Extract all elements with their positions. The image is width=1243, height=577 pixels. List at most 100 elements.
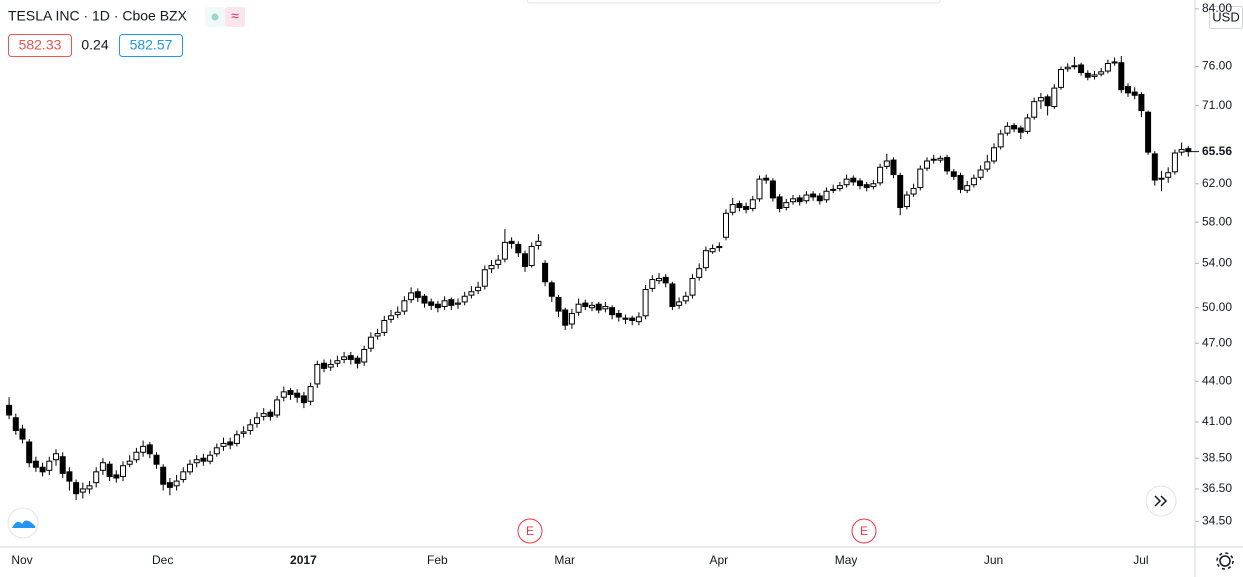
candle-body [1024, 117, 1031, 132]
candle-body [166, 482, 173, 488]
candle-body [53, 453, 59, 461]
currency: USD [1212, 9, 1239, 24]
candle-body [1185, 148, 1192, 153]
candle-body [883, 160, 890, 167]
candle-body [1004, 125, 1011, 134]
candle-body [341, 356, 348, 360]
candle-body [1104, 62, 1111, 72]
candle-body [247, 424, 254, 431]
last-price-label: 65.56 [1202, 144, 1232, 158]
candle-body [649, 279, 656, 289]
candle-body [816, 195, 823, 202]
candle-body [113, 474, 120, 479]
feed-icon[interactable] [225, 7, 245, 27]
candle-body [589, 304, 595, 309]
candle-body [233, 434, 240, 444]
candle-body [126, 460, 133, 465]
candle-body [870, 183, 877, 188]
candle-body [99, 462, 106, 471]
candle-body [763, 177, 770, 181]
candle-body [408, 292, 415, 301]
candle-body [19, 428, 26, 440]
candle-body [1178, 149, 1185, 153]
candle-body [1078, 64, 1085, 74]
candle-body [448, 299, 455, 306]
candle-body [1151, 153, 1158, 181]
candle-body [756, 178, 763, 200]
candle-body [635, 316, 642, 323]
candle-body [796, 197, 803, 203]
candle-body [790, 198, 796, 203]
candle-body [193, 459, 200, 464]
candle-body [46, 460, 53, 471]
candle-body [187, 463, 193, 473]
candle-body [769, 180, 776, 199]
candle-body [414, 291, 421, 298]
settings-button[interactable] [1219, 555, 1231, 567]
candle-body [475, 286, 482, 292]
y-tick-label: 50.00 [1202, 300, 1232, 314]
candle-body [307, 386, 314, 402]
candle-body [26, 441, 33, 464]
y-tick-label: 34.50 [1202, 514, 1232, 528]
x-tick-label: Jun [984, 553, 1003, 567]
candle-body [294, 392, 301, 398]
candle-body [361, 348, 368, 363]
earnings-label: E [526, 524, 534, 538]
candle-body [897, 174, 904, 208]
candle-body [857, 180, 863, 187]
candle-body [260, 413, 267, 417]
candle-body [689, 277, 696, 296]
y-tick-label: 44.00 [1202, 373, 1232, 387]
x-tick-label: 2017 [290, 553, 317, 567]
candle-body [388, 315, 394, 320]
candle-body [582, 302, 589, 308]
candle-body [702, 250, 709, 269]
bid-box[interactable] [8, 34, 72, 57]
earnings-marker[interactable] [517, 518, 543, 544]
candle-body [207, 454, 214, 462]
candle-body [1131, 91, 1138, 96]
candle-body [984, 161, 991, 170]
y-tick-label: 36.50 [1202, 481, 1232, 495]
x-tick-label: Apr [709, 553, 728, 567]
candle-body [133, 451, 140, 461]
candle-body [602, 306, 609, 310]
candle-body [153, 454, 160, 465]
candle-body [843, 178, 850, 186]
candle-body [6, 404, 13, 416]
candle-body [1091, 74, 1098, 77]
scroll-right-icon [1154, 495, 1168, 507]
candle-body [810, 193, 817, 198]
x-tick-label: Dec [152, 553, 173, 567]
candle-body [977, 169, 984, 178]
candle-body [173, 480, 180, 487]
candle-body [656, 277, 662, 282]
candle-body [515, 243, 522, 254]
candle-body [743, 206, 750, 210]
candle-body [1071, 65, 1078, 68]
candle-body [863, 184, 870, 188]
ask-box[interactable] [119, 34, 183, 57]
candle-body [461, 295, 468, 303]
candle-body [609, 307, 616, 316]
candle-body [86, 485, 93, 490]
candle-body [877, 166, 884, 184]
candle-body [1058, 69, 1064, 88]
y-tick-label: 54.00 [1202, 256, 1232, 270]
candle-body [300, 395, 307, 404]
candle-body [562, 309, 569, 326]
candle-body [495, 259, 502, 265]
earnings-marker[interactable] [851, 518, 877, 544]
x-tick-label: Jul [1133, 553, 1148, 567]
candle-body [736, 203, 743, 208]
toolbar-edge [526, 0, 941, 4]
candle-body [321, 362, 327, 369]
candle-body [274, 399, 281, 416]
candle-body [522, 253, 528, 268]
candle-body [79, 488, 86, 493]
candle-body [1037, 97, 1044, 102]
candle-body [180, 471, 187, 481]
candle-body [568, 312, 575, 325]
candle-body [39, 466, 46, 473]
